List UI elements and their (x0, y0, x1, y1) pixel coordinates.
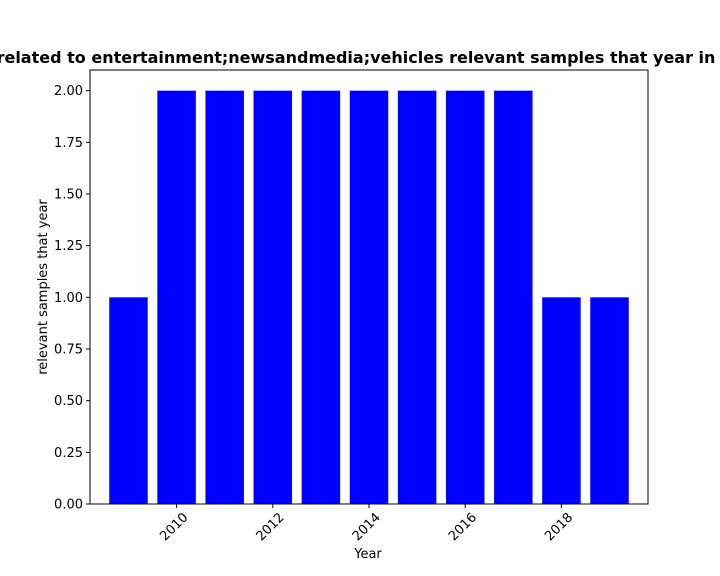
y-tick-label: 1.50 (54, 188, 83, 203)
bar-2013 (301, 90, 341, 505)
x-axis: 2010 2012 2014 2016 2018 (157, 504, 576, 544)
bar-2010 (157, 90, 196, 505)
y-tick-label: 1.75 (54, 136, 83, 151)
y-tick-label: 0.75 (54, 343, 83, 358)
bar-2015 (397, 90, 437, 505)
x-tick-label: 2016 (446, 510, 480, 544)
y-tick-label: 1.00 (54, 291, 83, 306)
y-tick-label: 0.25 (54, 446, 83, 461)
y-tick-label: 1.25 (54, 239, 83, 254)
bar-2014 (349, 90, 389, 505)
bar-2017 (494, 90, 533, 505)
y-tick-label: 0.50 (54, 394, 83, 409)
bars-group (109, 90, 629, 505)
bar-2016 (445, 90, 485, 505)
bar-2009 (109, 297, 148, 504)
bar-2018 (542, 297, 581, 504)
x-axis-label: Year (353, 547, 382, 562)
bar-2011 (205, 90, 244, 505)
x-tick-label: 2012 (254, 510, 288, 544)
y-tick-label: 2.00 (54, 84, 83, 99)
chart-title: related to entertainment;newsandmedia;ve… (0, 48, 715, 67)
y-axis: 0.00 0.25 0.50 0.75 1.00 1.25 1.50 1.75 2.00 (54, 84, 90, 513)
bar-2019 (590, 297, 629, 504)
y-axis-label: relevant samples that year (36, 199, 51, 375)
x-tick-label: 2018 (542, 510, 576, 544)
y-tick-label: 0.00 (54, 498, 83, 513)
bar-2012 (253, 90, 293, 505)
x-tick-label: 2014 (350, 510, 384, 544)
x-tick-label: 2010 (157, 510, 191, 544)
